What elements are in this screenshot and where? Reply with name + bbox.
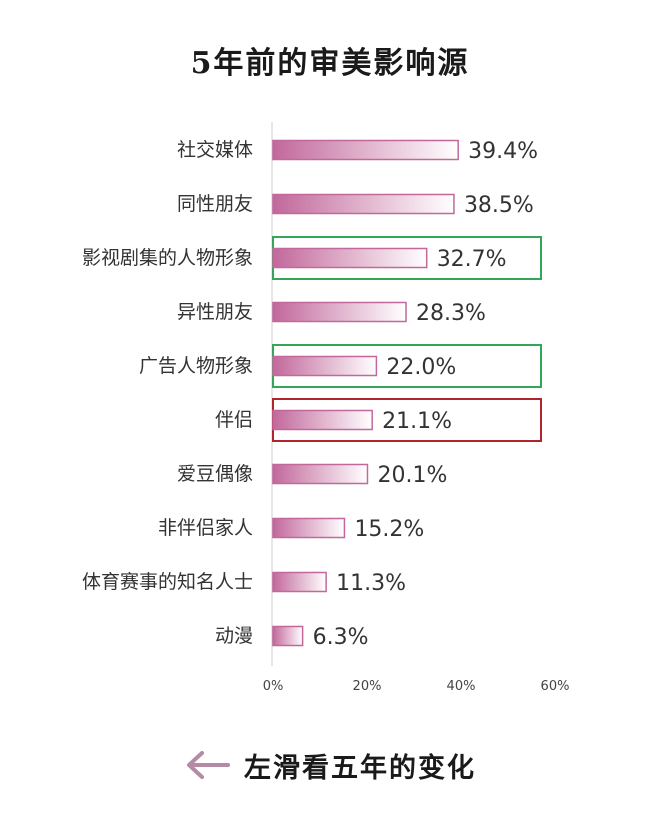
footer-swipe-hint[interactable]: 左滑看五年的变化 bbox=[0, 745, 660, 785]
left-arrow-icon bbox=[187, 751, 230, 779]
category-label: 体育赛事的知名人士 bbox=[82, 571, 253, 593]
bar bbox=[272, 463, 369, 485]
x-tick-label: 20% bbox=[353, 679, 382, 694]
bar bbox=[272, 193, 455, 215]
x-tick-label: 40% bbox=[447, 679, 476, 694]
bar bbox=[272, 571, 327, 593]
bar bbox=[272, 625, 304, 647]
category-label: 异性朋友 bbox=[177, 301, 253, 323]
category-label: 非伴侣家人 bbox=[158, 517, 253, 539]
value-label: 39.4% bbox=[468, 139, 538, 164]
category-label: 动漫 bbox=[215, 625, 253, 647]
bars: 社交媒体 39.4% 同性朋友 38.5% 影视剧集的人物形象 32.7% 异性朋友 28.3… bbox=[82, 139, 538, 650]
value-label: 6.3% bbox=[313, 625, 369, 650]
x-tick-label: 60% bbox=[541, 679, 570, 694]
value-label: 21.1% bbox=[382, 409, 452, 434]
category-label: 广告人物形象 bbox=[139, 355, 253, 377]
value-label: 38.5% bbox=[464, 193, 534, 218]
value-label: 22.0% bbox=[386, 355, 456, 380]
chart-title: 5年前的审美影响源 bbox=[190, 46, 470, 81]
value-label: 28.3% bbox=[416, 301, 486, 326]
category-label: 影视剧集的人物形象 bbox=[82, 247, 253, 269]
value-label: 11.3% bbox=[336, 571, 406, 596]
category-label: 同性朋友 bbox=[177, 193, 253, 215]
bar bbox=[272, 409, 373, 431]
category-label: 伴侣 bbox=[215, 409, 253, 431]
value-label: 15.2% bbox=[354, 517, 424, 542]
bar bbox=[272, 301, 407, 323]
bar bbox=[272, 355, 378, 377]
x-tick-label: 0% bbox=[263, 679, 284, 694]
bar bbox=[272, 139, 459, 161]
bar bbox=[272, 247, 428, 269]
category-label: 社交媒体 bbox=[177, 139, 253, 161]
bar bbox=[272, 517, 346, 539]
category-label: 爱豆偶像 bbox=[177, 463, 253, 485]
footer-text: 左滑看五年的变化 bbox=[244, 752, 476, 784]
x-axis-ticks: 0% 20% 40% 60% bbox=[263, 679, 570, 694]
value-label: 20.1% bbox=[377, 463, 447, 488]
value-label: 32.7% bbox=[437, 247, 507, 272]
